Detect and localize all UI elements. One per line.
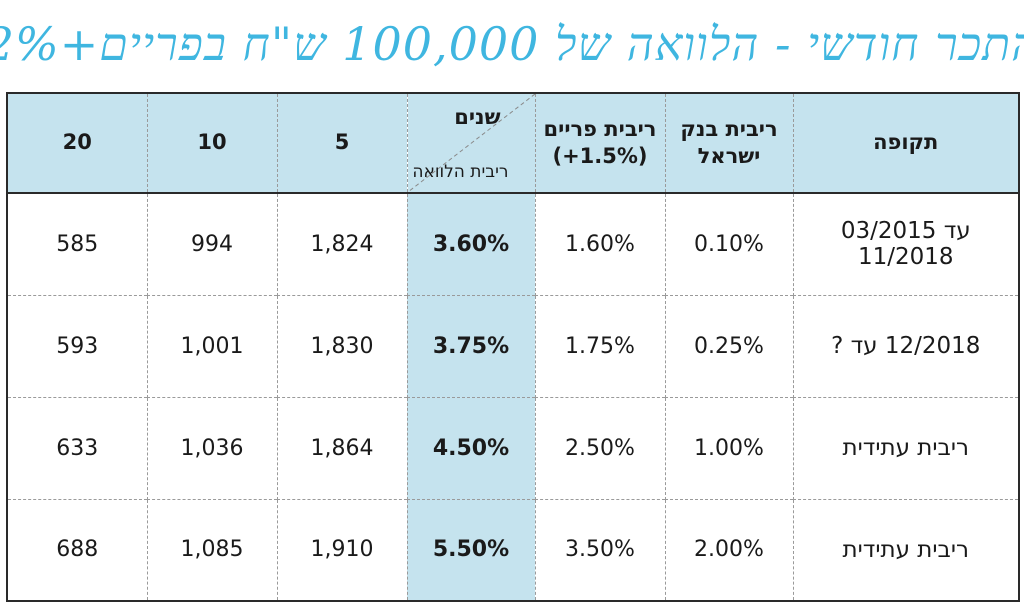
cell-prime-rate: 1.60% — [534, 192, 666, 296]
diagonal-divider — [408, 94, 535, 192]
table-row: עד 03/2015 11/2018 0.10% 1.60% 3.60% 1,8… — [6, 192, 1020, 296]
cell-10-years: 1,085 — [146, 498, 278, 602]
cell-20-years: 593 — [6, 294, 148, 398]
cell-10-years: 994 — [146, 192, 278, 296]
header-5-years: 5 — [276, 92, 408, 194]
table-row: 12/2018 עד ? 0.25% 1.75% 3.75% 1,830 1,0… — [6, 294, 1020, 398]
cell-period: עד 03/2015 11/2018 — [792, 192, 1020, 296]
cell-loan-rate: 4.50% — [406, 396, 536, 500]
header-period: תקופה — [792, 92, 1020, 194]
cell-20-years: 585 — [6, 192, 148, 296]
cell-period: ריבית עתידית — [792, 498, 1020, 602]
cell-5-years: 1,864 — [276, 396, 408, 500]
page-title: התכר חודשי - הלוואה של 100,000 ש"ח בפריי… — [0, 17, 1024, 71]
cell-prime-rate: 1.75% — [534, 294, 666, 398]
cell-loan-rate: 3.60% — [406, 192, 536, 296]
table-row: ריבית עתידית 2.00% 3.50% 5.50% 1,910 1,0… — [6, 498, 1020, 602]
cell-5-years: 1,910 — [276, 498, 408, 602]
cell-boi-rate: 2.00% — [664, 498, 794, 602]
header-years-loan-rate: שנים ריבית הלוואה — [406, 92, 536, 194]
cell-5-years: 1,824 — [276, 192, 408, 296]
header-prime-rate: ריבית פריים (1.5%+) — [534, 92, 666, 194]
cell-prime-rate: 2.50% — [534, 396, 666, 500]
cell-boi-rate: 1.00% — [664, 396, 794, 500]
header-years-label: שנים — [454, 105, 501, 129]
cell-20-years: 633 — [6, 396, 148, 500]
cell-loan-rate: 3.75% — [406, 294, 536, 398]
cell-20-years: 688 — [6, 498, 148, 602]
cell-10-years: 1,001 — [146, 294, 278, 398]
cell-prime-rate: 3.50% — [534, 498, 666, 602]
header-boi-rate: ריבית בנק ישראל — [664, 92, 794, 194]
table-row: ריבית עתידית 1.00% 2.50% 4.50% 1,864 1,0… — [6, 396, 1020, 500]
cell-period: ריבית עתידית — [792, 396, 1020, 500]
cell-period: 12/2018 עד ? — [792, 294, 1020, 398]
cell-boi-rate: 0.25% — [664, 294, 794, 398]
repayment-table: תקופה ריבית בנק ישראל ריבית פריים (1.5%+… — [6, 92, 1020, 602]
cell-boi-rate: 0.10% — [664, 192, 794, 296]
cell-5-years: 1,830 — [276, 294, 408, 398]
header-10-years: 10 — [146, 92, 278, 194]
header-loan-rate-label: ריבית הלוואה — [412, 162, 509, 183]
header-20-years: 20 — [6, 92, 148, 194]
cell-10-years: 1,036 — [146, 396, 278, 500]
header-row: תקופה ריבית בנק ישראל ריבית פריים (1.5%+… — [6, 92, 1020, 194]
cell-loan-rate: 5.50% — [406, 498, 536, 602]
